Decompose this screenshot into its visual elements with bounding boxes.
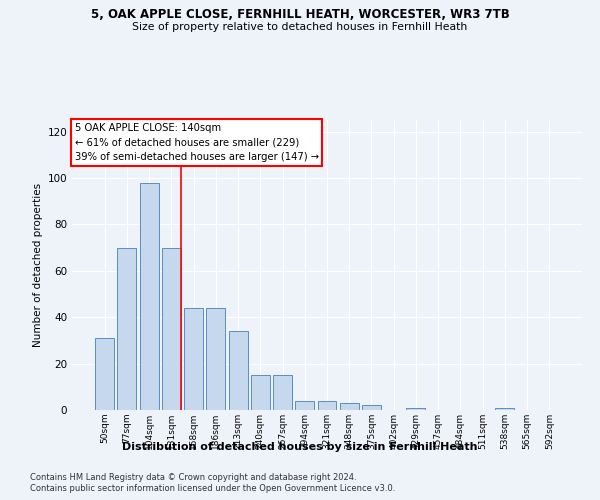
Bar — [340, 403, 359, 410]
Bar — [251, 375, 270, 410]
Text: Contains public sector information licensed under the Open Government Licence v3: Contains public sector information licen… — [30, 484, 395, 493]
Text: Size of property relative to detached houses in Fernhill Heath: Size of property relative to detached ho… — [133, 22, 467, 32]
Text: Contains HM Land Registry data © Crown copyright and database right 2024.: Contains HM Land Registry data © Crown c… — [30, 472, 356, 482]
Bar — [273, 375, 292, 410]
Bar — [317, 400, 337, 410]
Bar — [162, 248, 181, 410]
Bar — [496, 408, 514, 410]
Bar — [184, 308, 203, 410]
Bar — [118, 248, 136, 410]
Bar — [206, 308, 225, 410]
Text: Distribution of detached houses by size in Fernhill Heath: Distribution of detached houses by size … — [122, 442, 478, 452]
Text: 5, OAK APPLE CLOSE, FERNHILL HEATH, WORCESTER, WR3 7TB: 5, OAK APPLE CLOSE, FERNHILL HEATH, WORC… — [91, 8, 509, 20]
Bar — [95, 338, 114, 410]
Bar — [295, 400, 314, 410]
Bar — [229, 331, 248, 410]
Y-axis label: Number of detached properties: Number of detached properties — [33, 183, 43, 347]
Bar — [140, 182, 158, 410]
Bar — [406, 408, 425, 410]
Bar — [362, 406, 381, 410]
Text: 5 OAK APPLE CLOSE: 140sqm
← 61% of detached houses are smaller (229)
39% of semi: 5 OAK APPLE CLOSE: 140sqm ← 61% of detac… — [74, 123, 319, 162]
